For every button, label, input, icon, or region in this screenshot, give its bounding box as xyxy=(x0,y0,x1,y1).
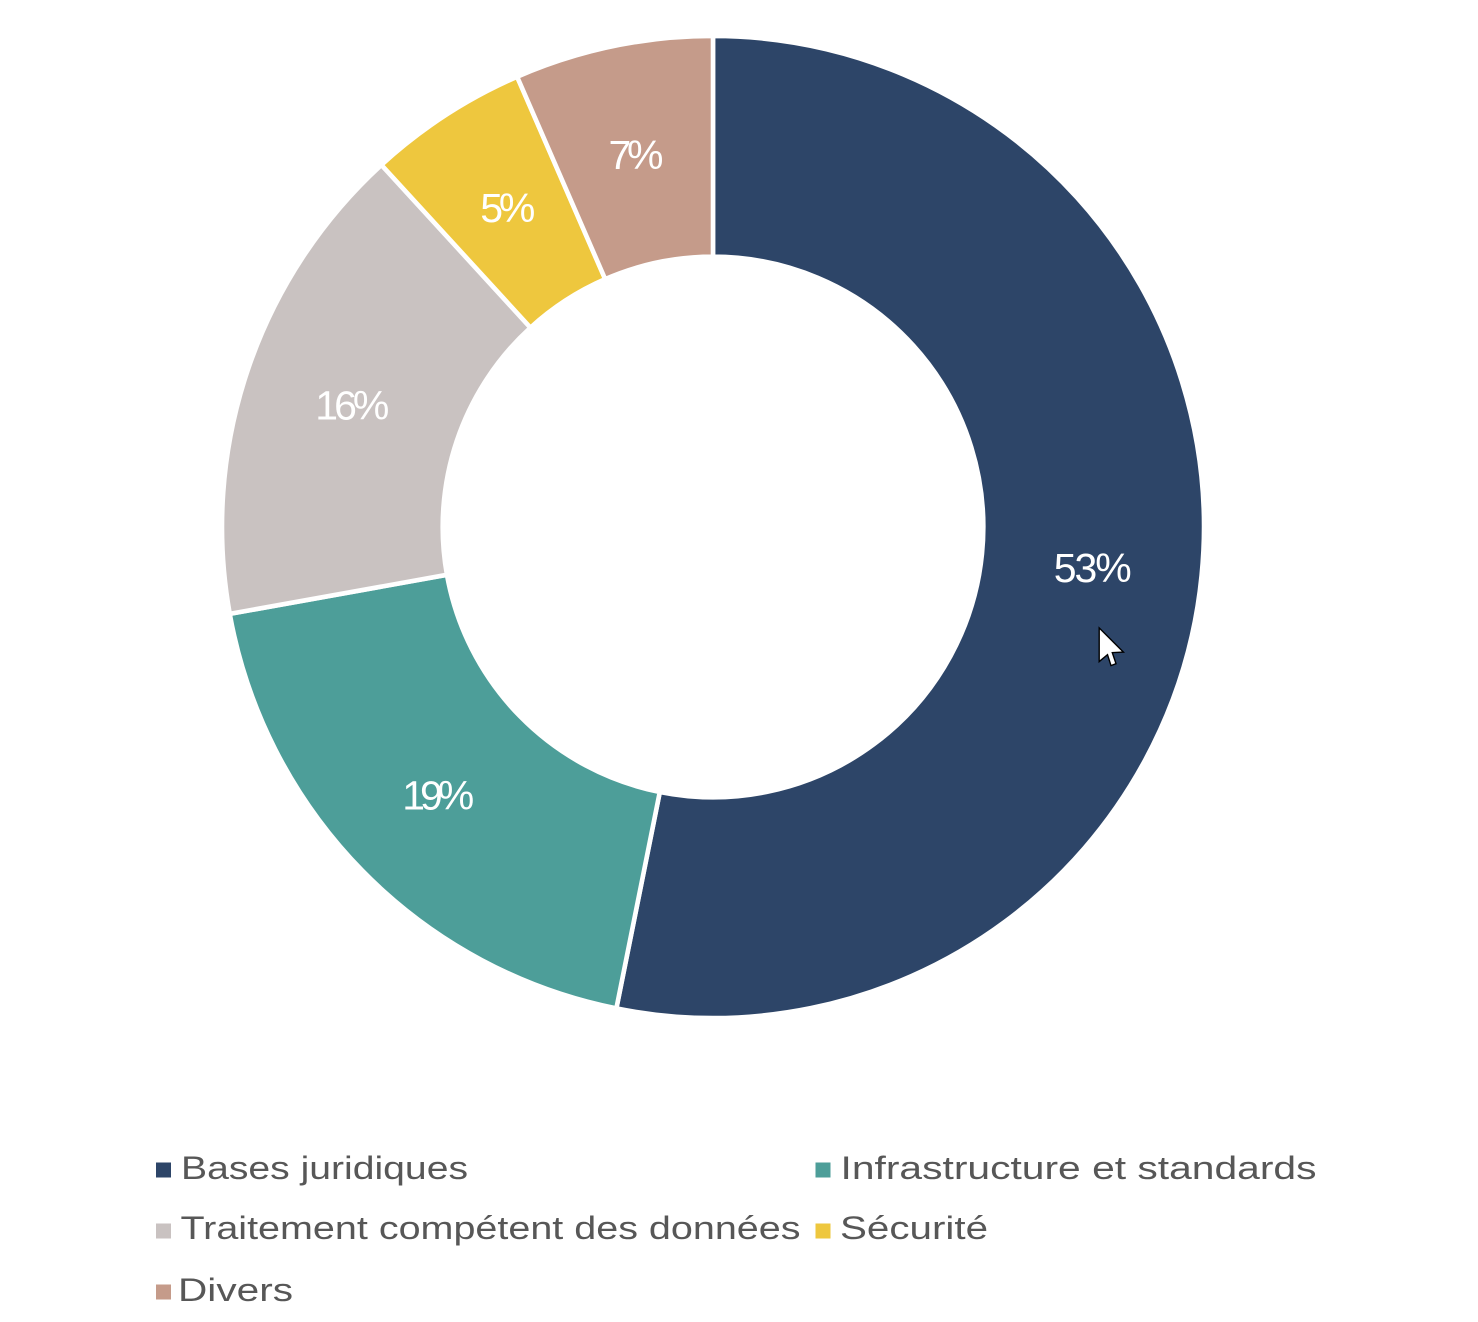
svg-text:53%: 53% xyxy=(1054,545,1132,591)
svg-text:19%: 19% xyxy=(402,773,474,819)
svg-text:Bases juridiques: Bases juridiques xyxy=(181,1150,468,1186)
svg-text:16%: 16% xyxy=(315,382,389,428)
svg-text:Infrastructure et standards: Infrastructure et standards xyxy=(841,1150,1317,1186)
svg-text:5%: 5% xyxy=(480,185,535,231)
svg-text:7%: 7% xyxy=(609,132,664,178)
svg-text:Traitement compétent des donné: Traitement compétent des données xyxy=(181,1210,801,1246)
svg-text:Sécurité: Sécurité xyxy=(840,1210,988,1246)
svg-text:Divers: Divers xyxy=(178,1272,293,1308)
